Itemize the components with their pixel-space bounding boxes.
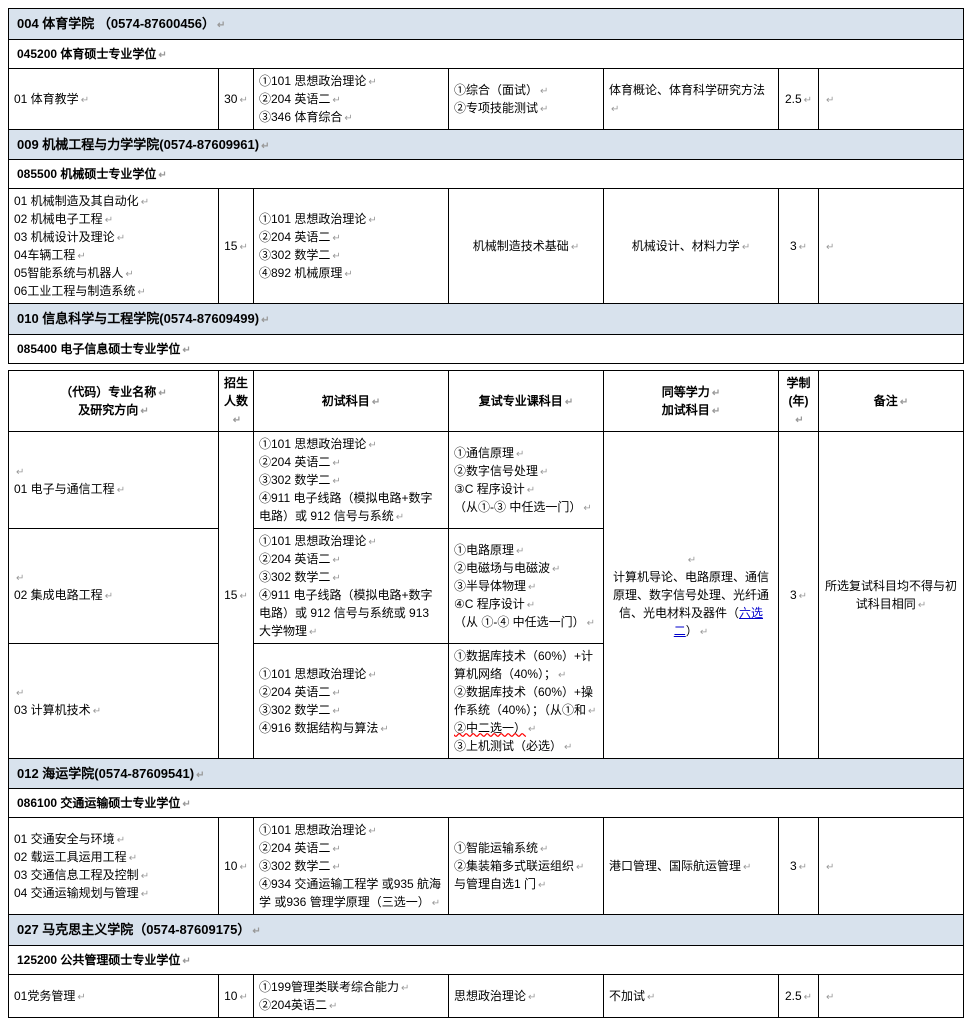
program-names: 01 交通安全与环境02 载运工具运用工程03 交通信息工程及控制04 交通运输… — [9, 818, 219, 915]
extra-subjects: 机械设计、材料力学 — [604, 189, 779, 304]
program-name: 01党务管理 — [9, 974, 219, 1017]
init-subjects: ①101 思想政治理论②204 英语二③302 数学二④911 电子线路（模拟电… — [254, 431, 449, 528]
note: 所选复试科目均不得与初试科目相同 — [819, 431, 964, 758]
program-name: 01 电子与通信工程 — [9, 431, 219, 528]
retest-subjects: ①数据库技术（60%）+计算机网络（40%）；②数据库技术（60%）+操作系统（… — [449, 643, 604, 758]
note — [819, 68, 964, 129]
dept010-title: 010 信息科学与工程学院(0574-87609499) — [9, 304, 964, 335]
init-subjects: ①101 思想政治理论②204 英语二③302 数学二④892 机械原理 — [254, 189, 449, 304]
quota: 15 — [219, 189, 254, 304]
retest-subjects: ①智能运输系统②集装箱多式联运组织与管理自选1 门 — [449, 818, 604, 915]
retest-subjects: ①综合（面试）②专项技能测试 — [449, 68, 604, 129]
dept004-program: 045200 体育硕士专业学位 — [9, 39, 964, 68]
years: 3 — [779, 431, 819, 758]
quota: 10 — [219, 974, 254, 1017]
note — [819, 974, 964, 1017]
years: 2.5 — [779, 974, 819, 1017]
quota: 15 — [219, 431, 254, 758]
init-subjects: ①101 思想政治理论②204 英语二③346 体育综合 — [254, 68, 449, 129]
retest-subjects: ①电路原理②电磁场与电磁波③半导体物理④C 程序设计（从 ①-④ 中任选一门） — [449, 528, 604, 643]
dept027-title: 027 马克思主义学院（0574-87609175） — [9, 915, 964, 946]
col-retest: 复试专业课科目 — [449, 370, 604, 431]
dept012-title: 012 海运学院(0574-87609541) — [9, 758, 964, 789]
table-row: 01 机械制造及其自动化02 机械电子工程03 机械设计及理论04车辆工程05智… — [9, 189, 964, 304]
col-init: 初试科目 — [254, 370, 449, 431]
col-extra: 同等学力加试科目 — [604, 370, 779, 431]
table-main: （代码）专业名称及研究方向 招生人数 初试科目 复试专业课科目 同等学力加试科目… — [8, 370, 964, 1018]
retest-subjects: 思想政治理论 — [449, 974, 604, 1017]
dept012-program: 086100 交通运输硕士专业学位 — [9, 789, 964, 818]
col-quota: 招生人数 — [219, 370, 254, 431]
retest-subjects: ①通信原理②数字信号处理③C 程序设计（从①-③ 中任选一门） — [449, 431, 604, 528]
init-subjects: ①101 思想政治理论②204 英语二③302 数学二④911 电子线路（模拟电… — [254, 528, 449, 643]
col-note: 备注 — [819, 370, 964, 431]
col-name: （代码）专业名称及研究方向 — [9, 370, 219, 431]
program-name: 03 计算机技术 — [9, 643, 219, 758]
table-dept004-009-010: 004 体育学院 （0574-87600456） 045200 体育硕士专业学位… — [8, 8, 964, 364]
dept027-program: 125200 公共管理硕士专业学位 — [9, 945, 964, 974]
note — [819, 818, 964, 915]
extra-subjects: 体育概论、体育科学研究方法 — [604, 68, 779, 129]
dept004-title: 004 体育学院 （0574-87600456） — [9, 9, 964, 40]
table-row: 01党务管理 10 ①199管理类联考综合能力②204英语二 思想政治理论 不加… — [9, 974, 964, 1017]
extra-subjects: 港口管理、国际航运管理 — [604, 818, 779, 915]
init-subjects: ①101 思想政治理论②204 英语二③302 数学二④916 数据结构与算法 — [254, 643, 449, 758]
init-subjects: ①101 思想政治理论②204 英语二③302 数学二④934 交通运输工程学 … — [254, 818, 449, 915]
retest-subjects: 机械制造技术基础 — [449, 189, 604, 304]
quota: 30 — [219, 68, 254, 129]
years: 3 — [779, 189, 819, 304]
program-name: 01 体育教学 — [9, 68, 219, 129]
table-row: 01 体育教学 30 ①101 思想政治理论②204 英语二③346 体育综合 … — [9, 68, 964, 129]
table-row: 01 交通安全与环境02 载运工具运用工程03 交通信息工程及控制04 交通运输… — [9, 818, 964, 915]
extra-subjects: 计算机导论、电路原理、通信原理、数字信号处理、光纤通信、光电材料及器件（六选二） — [604, 431, 779, 758]
dept010-program: 085400 电子信息硕士专业学位 — [9, 334, 964, 363]
note — [819, 189, 964, 304]
init-subjects: ①199管理类联考综合能力②204英语二 — [254, 974, 449, 1017]
header-row: （代码）专业名称及研究方向 招生人数 初试科目 复试专业课科目 同等学力加试科目… — [9, 370, 964, 431]
years: 3 — [779, 818, 819, 915]
table-row: 01 电子与通信工程 15 ①101 思想政治理论②204 英语二③302 数学… — [9, 431, 964, 528]
program-name: 02 集成电路工程 — [9, 528, 219, 643]
dept009-title: 009 机械工程与力学学院(0574-87609961) — [9, 129, 964, 160]
extra-subjects: 不加试 — [604, 974, 779, 1017]
quota: 10 — [219, 818, 254, 915]
col-years: 学制(年) — [779, 370, 819, 431]
years: 2.5 — [779, 68, 819, 129]
program-names: 01 机械制造及其自动化02 机械电子工程03 机械设计及理论04车辆工程05智… — [9, 189, 219, 304]
dept009-program: 085500 机械硕士专业学位 — [9, 160, 964, 189]
